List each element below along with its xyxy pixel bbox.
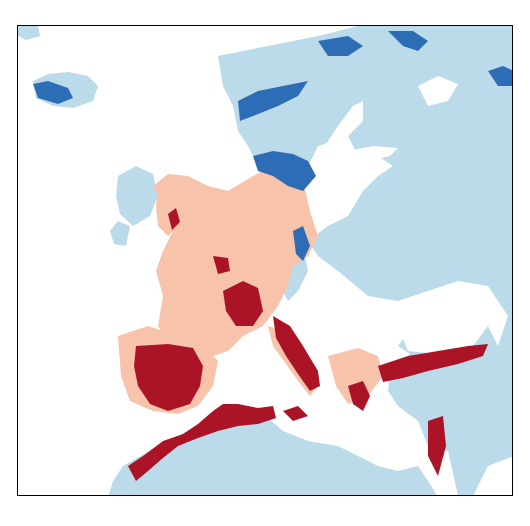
region-light-blue-britain <box>116 166 158 226</box>
region-dark-red-alps <box>223 281 263 326</box>
region-dark-blue-north-cape <box>318 36 363 56</box>
water-white-layer <box>158 76 488 354</box>
map-frame <box>17 25 513 496</box>
region-light-blue-nw <box>18 26 40 40</box>
gulf-of-finland <box>348 146 398 161</box>
region-dark-red-france <box>213 256 230 274</box>
region-dark-blue-norway-west <box>238 81 308 121</box>
region-dark-blue-norway-south <box>253 151 316 191</box>
region-dark-red-greece <box>348 381 370 411</box>
region-light-pink-central <box>153 164 318 356</box>
region-dark-red-turkey <box>378 344 488 382</box>
dark-red-region-layer <box>128 208 488 481</box>
white-sea <box>418 76 458 106</box>
region-dark-red-levant <box>428 416 446 476</box>
baltic-sea <box>308 101 363 191</box>
region-dark-red-britain <box>168 208 180 230</box>
region-dark-blue-iceland <box>33 81 73 104</box>
region-dark-blue-urals <box>488 66 512 86</box>
region-light-blue-ireland <box>110 221 130 246</box>
region-dark-blue-baltics <box>293 226 310 261</box>
region-dark-red-sicily <box>283 406 308 421</box>
region-dark-red-north-africa <box>128 404 276 481</box>
region-light-pink-britain <box>156 176 190 236</box>
black-sea <box>398 304 488 354</box>
europe-map <box>18 26 512 495</box>
region-dark-red-iberia <box>134 344 203 411</box>
region-light-blue-north <box>218 26 512 495</box>
region-dark-blue-kola <box>388 31 428 51</box>
dark-blue-region-layer <box>33 31 512 261</box>
region-dark-red-italy <box>273 316 320 391</box>
region-light-pink-balkans <box>328 348 383 404</box>
